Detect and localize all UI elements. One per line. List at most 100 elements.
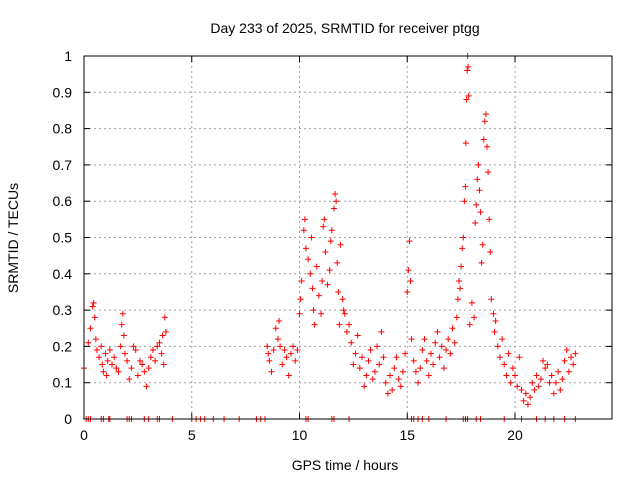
data-point xyxy=(406,238,413,245)
data-point xyxy=(529,379,536,386)
data-point xyxy=(274,336,281,343)
data-point xyxy=(301,216,308,223)
data-point xyxy=(159,332,166,339)
x-axis-label: GPS time / hours xyxy=(292,457,399,473)
data-point xyxy=(326,267,333,274)
data-point xyxy=(455,278,462,285)
data-point xyxy=(540,357,547,364)
data-point xyxy=(447,350,454,357)
data-point xyxy=(512,372,519,379)
data-point xyxy=(315,292,322,299)
data-point xyxy=(382,379,389,386)
data-point xyxy=(402,350,409,357)
data-point xyxy=(160,361,167,368)
data-point xyxy=(308,234,315,241)
data-point xyxy=(143,383,150,390)
data-point xyxy=(535,383,542,390)
data-point xyxy=(264,343,271,350)
data-point xyxy=(568,354,575,361)
data-point xyxy=(103,372,110,379)
data-point xyxy=(266,357,273,364)
data-point xyxy=(307,270,314,277)
data-point xyxy=(505,350,512,357)
data-point xyxy=(440,365,447,372)
data-point xyxy=(285,372,292,379)
data-points xyxy=(81,53,579,422)
data-point xyxy=(300,227,307,234)
data-point xyxy=(486,216,493,223)
data-point xyxy=(407,278,414,285)
data-point xyxy=(305,256,312,263)
data-point xyxy=(319,278,326,285)
data-point xyxy=(417,365,424,372)
data-point xyxy=(149,347,156,354)
data-point xyxy=(537,376,544,383)
data-point xyxy=(365,357,372,364)
data-point xyxy=(475,161,482,168)
y-tick-label: 0.2 xyxy=(53,338,73,354)
data-point xyxy=(371,368,378,375)
data-point xyxy=(134,372,141,379)
data-point xyxy=(378,328,385,335)
data-point xyxy=(395,376,402,383)
data-point xyxy=(518,386,525,393)
data-point xyxy=(438,343,445,350)
data-point xyxy=(91,314,98,321)
data-point xyxy=(482,111,489,118)
data-point xyxy=(474,176,481,183)
data-point xyxy=(477,209,484,216)
data-point xyxy=(90,299,97,306)
data-point xyxy=(147,354,154,361)
data-point xyxy=(516,354,523,361)
data-point xyxy=(548,372,555,379)
data-point xyxy=(283,354,290,361)
data-point xyxy=(265,350,272,357)
data-point xyxy=(389,386,396,393)
data-point xyxy=(132,347,139,354)
data-point xyxy=(462,140,469,147)
data-point xyxy=(432,339,439,346)
data-point xyxy=(546,379,553,386)
data-point xyxy=(98,343,105,350)
data-point xyxy=(397,383,404,390)
data-point xyxy=(468,299,475,306)
data-point xyxy=(279,361,286,368)
data-point xyxy=(318,310,325,317)
data-point xyxy=(277,343,284,350)
data-point xyxy=(499,336,506,343)
data-point xyxy=(322,249,329,256)
data-point xyxy=(466,321,473,328)
y-tick-label: 0.5 xyxy=(53,230,73,246)
data-point xyxy=(387,372,394,379)
data-point xyxy=(501,361,508,368)
data-point xyxy=(336,321,343,328)
data-point xyxy=(460,234,467,241)
data-point xyxy=(527,394,534,401)
data-point xyxy=(96,354,103,361)
data-point xyxy=(309,285,316,292)
data-point xyxy=(454,296,461,303)
data-point xyxy=(348,339,355,346)
data-point xyxy=(346,321,353,328)
data-point xyxy=(563,347,570,354)
y-tick-label: 0.6 xyxy=(53,193,73,209)
data-point xyxy=(459,245,466,252)
data-point xyxy=(106,347,113,354)
data-point xyxy=(158,350,165,357)
data-point xyxy=(268,368,275,375)
x-tick-label: 0 xyxy=(80,427,88,443)
data-point xyxy=(294,347,301,354)
data-point xyxy=(384,390,391,397)
data-point xyxy=(480,136,487,143)
data-point xyxy=(457,285,464,292)
data-point xyxy=(367,347,374,354)
data-point xyxy=(161,314,168,321)
data-point xyxy=(561,357,568,364)
data-point xyxy=(430,361,437,368)
data-point xyxy=(565,368,572,375)
y-tick-label: 0.3 xyxy=(53,302,73,318)
data-point xyxy=(412,368,419,375)
data-point xyxy=(445,336,452,343)
data-point xyxy=(117,343,124,350)
data-point xyxy=(557,386,564,393)
